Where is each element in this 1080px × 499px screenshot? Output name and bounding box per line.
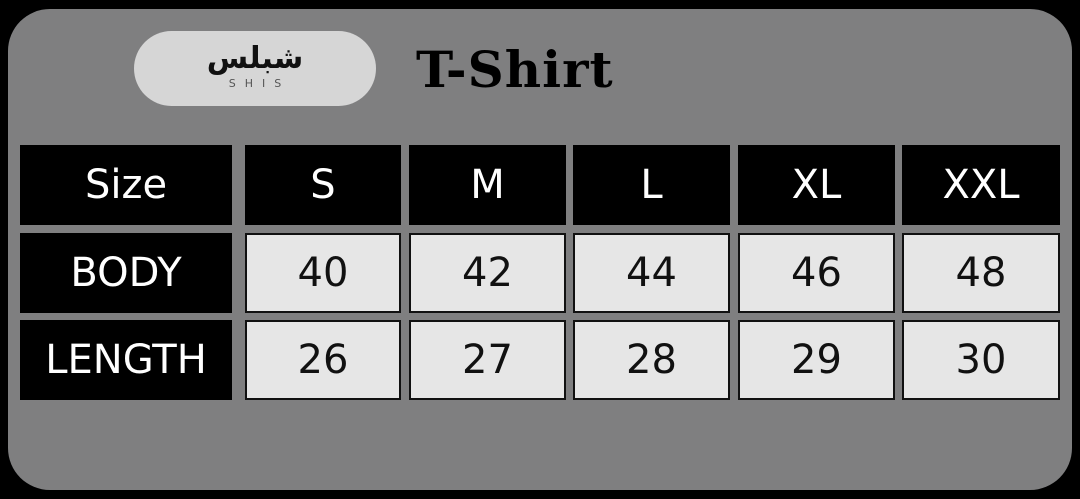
measurement-cell: 28 [573, 320, 730, 400]
logo-arabic-text: شبلس [206, 41, 304, 76]
row-label-cell: LENGTH [20, 320, 232, 400]
brand-logo: شبلس SHIS [134, 31, 376, 106]
measurement-cell: 46 [738, 233, 895, 313]
size-header-cell: XXL [902, 145, 1060, 225]
logo-latin-text: SHIS [228, 77, 291, 90]
measurement-cell: 29 [738, 320, 895, 400]
measurement-cell: 44 [573, 233, 730, 313]
size-header-cell: L [573, 145, 730, 225]
row-label-cell: BODY [20, 233, 232, 313]
measurement-cell: 27 [409, 320, 566, 400]
size-label-cell: Size [20, 145, 232, 225]
size-header-cell: XL [738, 145, 895, 225]
measurement-cell: 48 [902, 233, 1060, 313]
measurement-cell: 30 [902, 320, 1060, 400]
size-header-cell: S [245, 145, 401, 225]
size-header-cell: M [409, 145, 566, 225]
measurement-cell: 42 [409, 233, 566, 313]
page-title: T-Shirt [416, 40, 614, 99]
measurement-cell: 40 [245, 233, 401, 313]
measurement-cell: 26 [245, 320, 401, 400]
